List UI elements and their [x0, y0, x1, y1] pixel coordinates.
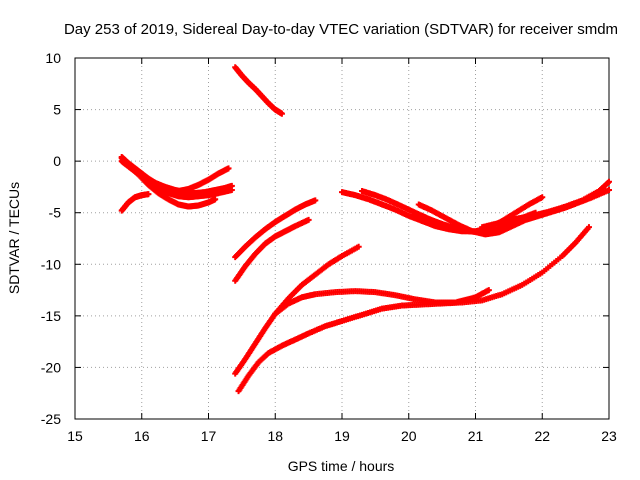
- data-point: [212, 196, 219, 203]
- data-point: [305, 216, 312, 223]
- y-tick-label: -10: [41, 256, 61, 272]
- x-tick-label: 21: [468, 428, 484, 444]
- data-point: [539, 194, 546, 201]
- data-point: [312, 197, 319, 204]
- x-tick-label: 15: [67, 428, 83, 444]
- y-tick-label: -25: [41, 411, 61, 427]
- data-series-10: [235, 224, 592, 395]
- data-series-6: [232, 64, 285, 117]
- y-tick-label: -20: [41, 359, 61, 375]
- x-axis-tick-labels: 15 16 17 18 19 20 21 22 23: [67, 428, 617, 444]
- axis-ticks: [74, 57, 610, 420]
- data-point: [485, 287, 492, 294]
- data-point: [145, 191, 152, 198]
- grid-lines: [75, 58, 609, 419]
- data-point: [606, 178, 612, 185]
- data-series-11: [272, 287, 492, 317]
- x-tick-label: 20: [401, 428, 417, 444]
- y-axis-label: SDTVAR / TECUs: [6, 182, 22, 294]
- data-series-5: [118, 191, 152, 214]
- data-point: [228, 187, 235, 194]
- y-tick-label: -15: [41, 308, 61, 324]
- data-series-3: [118, 155, 219, 210]
- data-point: [585, 224, 592, 231]
- x-tick-label: 17: [201, 428, 217, 444]
- y-tick-label: 5: [53, 102, 61, 118]
- y-tick-label: 0: [53, 153, 61, 169]
- x-tick-label: 23: [601, 428, 617, 444]
- x-tick-label: 19: [334, 428, 350, 444]
- y-tick-label: 10: [45, 50, 61, 66]
- data-series-7: [232, 197, 319, 261]
- data-point: [225, 165, 232, 172]
- data-point: [355, 243, 362, 250]
- data-point: [278, 110, 285, 117]
- data-point: [606, 187, 612, 194]
- data-series-15: [479, 178, 612, 231]
- x-tick-label: 22: [534, 428, 550, 444]
- data-points: [118, 64, 612, 395]
- x-axis-label: GPS time / hours: [288, 458, 395, 474]
- x-tick-label: 16: [134, 428, 150, 444]
- chart-title: Day 253 of 2019, Sidereal Day-to-day VTE…: [64, 21, 618, 38]
- x-tick-label: 18: [267, 428, 283, 444]
- y-tick-label: -5: [49, 205, 62, 221]
- data-series-4: [165, 165, 232, 195]
- data-series-8: [232, 216, 312, 284]
- y-axis-tick-labels: 10 5 0 -5 -10 -15 -20 -25: [41, 50, 61, 427]
